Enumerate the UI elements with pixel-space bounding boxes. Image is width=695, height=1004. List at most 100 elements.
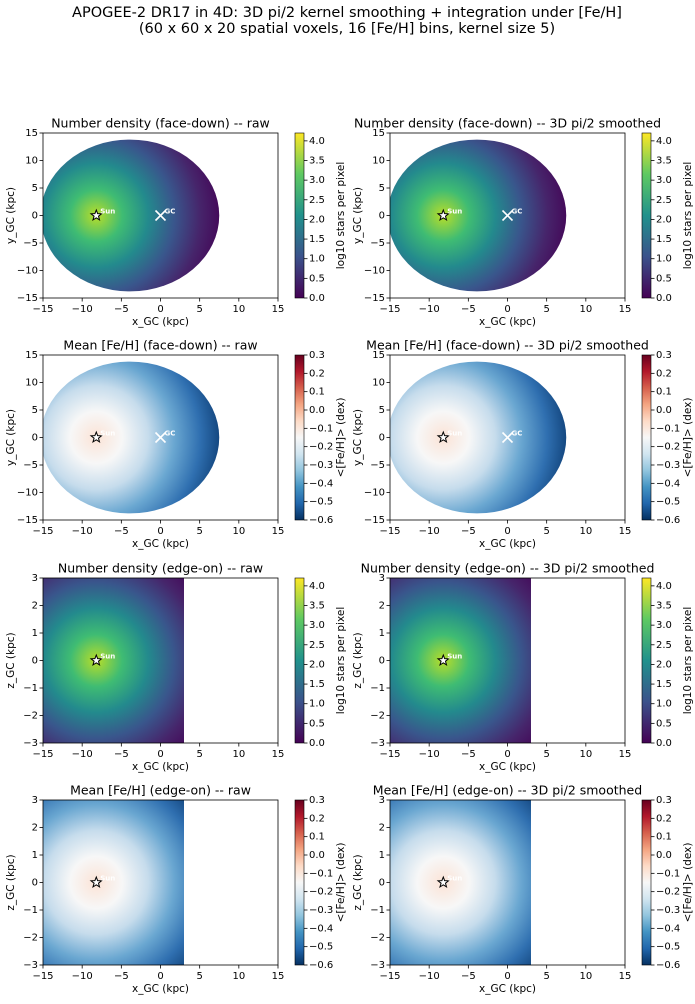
x-tick-label: −10 <box>72 526 93 537</box>
y-axis-label: y_GC (kpc) <box>5 409 17 466</box>
colorbar-tick-label: 1.5 <box>309 234 325 245</box>
suptitle: APOGEE-2 DR17 in 4D: 3D pi/2 kernel smoo… <box>72 5 622 21</box>
y-tick-label: −10 <box>17 488 38 499</box>
sun-marker <box>436 653 450 667</box>
panel-title: Number density (face-down) -- 3D pi/2 sm… <box>354 116 661 131</box>
x-tick-label: 10 <box>232 526 245 537</box>
colorbar-tick-label: 3.5 <box>309 601 325 612</box>
x-tick-label: 0 <box>157 749 163 760</box>
y-tick-label: 0 <box>32 656 38 667</box>
y-axis-label: z_GC (kpc) <box>352 632 364 688</box>
x-tick-label: −5 <box>114 304 129 315</box>
colorbar-tick-label: 3.0 <box>656 620 672 631</box>
y-tick-label: 10 <box>25 378 38 389</box>
colorbar-label: <[Fe/H]> (dex) <box>335 843 347 923</box>
x-tick-label: 15 <box>619 971 632 982</box>
y-tick-label: 3 <box>379 795 385 806</box>
y-tick-label: 15 <box>372 128 385 139</box>
colorbar-tick-label: 0.2 <box>309 813 325 824</box>
x-tick-label: −15 <box>32 526 53 537</box>
y-tick-label: 1 <box>379 850 385 861</box>
colorbar-tick-label: −0.3 <box>656 905 680 916</box>
x-tick-label: 10 <box>232 971 245 982</box>
x-tick-label: 0 <box>504 749 510 760</box>
y-tick-label: 2 <box>32 823 38 834</box>
y-tick-label: 5 <box>32 405 38 416</box>
y-tick-label: −2 <box>23 933 38 944</box>
heatmap-field <box>43 800 184 965</box>
x-axis-label: x_GC (kpc) <box>132 761 189 773</box>
colorbar-tick-label: −0.5 <box>309 942 333 953</box>
colorbar-tick-label: −0.2 <box>309 887 333 898</box>
sun-marker <box>436 430 450 444</box>
colorbar-label: log10 stars per pixel <box>335 607 347 714</box>
colorbar <box>294 799 305 966</box>
y-tick-label: −1 <box>370 683 385 694</box>
colorbar-tick-label: 0.0 <box>656 738 672 749</box>
y-axis-label: y_GC (kpc) <box>352 187 364 244</box>
colorbar-tick-label: 3.0 <box>309 175 325 186</box>
y-tick-label: 0 <box>379 433 385 444</box>
y-tick-label: 10 <box>372 378 385 389</box>
colorbar-tick-label: 3.0 <box>656 175 672 186</box>
marker-label: Sun <box>447 430 462 438</box>
colorbar-tick-label: 3.5 <box>309 156 325 167</box>
y-tick-label: 10 <box>25 156 38 167</box>
x-tick-label: 5 <box>543 749 549 760</box>
y-tick-label: −2 <box>23 711 38 722</box>
colorbar-tick-label: 0.3 <box>309 795 325 806</box>
sun-marker <box>89 430 103 444</box>
colorbar-tick-label: −0.3 <box>309 460 333 471</box>
colorbar-tick-label: 0.1 <box>656 387 672 398</box>
x-tick-label: 10 <box>579 304 592 315</box>
x-tick-label: −10 <box>72 971 93 982</box>
colorbar-tick-label: 2.0 <box>309 659 325 670</box>
x-tick-label: 5 <box>543 971 549 982</box>
sun-marker <box>89 653 103 667</box>
colorbar-tick-label: −0.1 <box>656 423 680 434</box>
marker-label: Sun <box>100 653 115 661</box>
y-tick-label: 1 <box>379 628 385 639</box>
x-tick-label: 10 <box>232 304 245 315</box>
x-tick-label: 15 <box>619 526 632 537</box>
colorbar-tick-label: 0.1 <box>309 832 325 843</box>
colorbar-tick-label: −0.6 <box>656 515 680 526</box>
x-tick-label: −5 <box>461 749 476 760</box>
x-tick-label: 0 <box>157 971 163 982</box>
x-tick-label: −15 <box>379 971 400 982</box>
y-tick-label: −10 <box>17 266 38 277</box>
x-tick-label: 10 <box>579 749 592 760</box>
colorbar-tick-label: −0.1 <box>309 423 333 434</box>
panel-title: Number density (edge-on) -- 3D pi/2 smoo… <box>361 561 655 576</box>
colorbar-tick-label: 0.3 <box>656 795 672 806</box>
x-tick-label: −5 <box>114 526 129 537</box>
y-tick-label: −15 <box>364 515 385 526</box>
x-tick-label: −15 <box>32 749 53 760</box>
x-tick-label: 10 <box>232 749 245 760</box>
panel-title: Mean [Fe/H] (edge-on) -- 3D pi/2 smoothe… <box>373 783 642 798</box>
x-tick-label: 15 <box>272 526 285 537</box>
y-tick-label: 3 <box>379 573 385 584</box>
heatmap-field <box>43 578 184 743</box>
gc-marker <box>501 209 514 222</box>
colorbar-tick-label: 0.0 <box>656 405 672 416</box>
x-tick-label: −10 <box>419 526 440 537</box>
marker-label: Sun <box>447 208 462 216</box>
y-tick-label: 15 <box>372 350 385 361</box>
x-tick-label: 5 <box>196 749 202 760</box>
x-tick-label: 10 <box>579 526 592 537</box>
x-tick-label: −5 <box>461 526 476 537</box>
colorbar <box>641 354 652 521</box>
colorbar-label: <[Fe/H]> (dex) <box>682 843 694 923</box>
y-tick-label: −10 <box>364 266 385 277</box>
y-tick-label: 0 <box>379 878 385 889</box>
colorbar-tick-label: 0.1 <box>656 832 672 843</box>
x-tick-label: 0 <box>157 526 163 537</box>
y-axis-label: z_GC (kpc) <box>5 632 17 688</box>
y-tick-label: 3 <box>32 795 38 806</box>
colorbar-tick-label: 0.3 <box>656 350 672 361</box>
panel-title: Mean [Fe/H] (face-down) -- 3D pi/2 smoot… <box>366 338 649 353</box>
y-tick-label: 2 <box>379 823 385 834</box>
y-tick-label: 0 <box>32 211 38 222</box>
x-tick-label: −5 <box>461 971 476 982</box>
